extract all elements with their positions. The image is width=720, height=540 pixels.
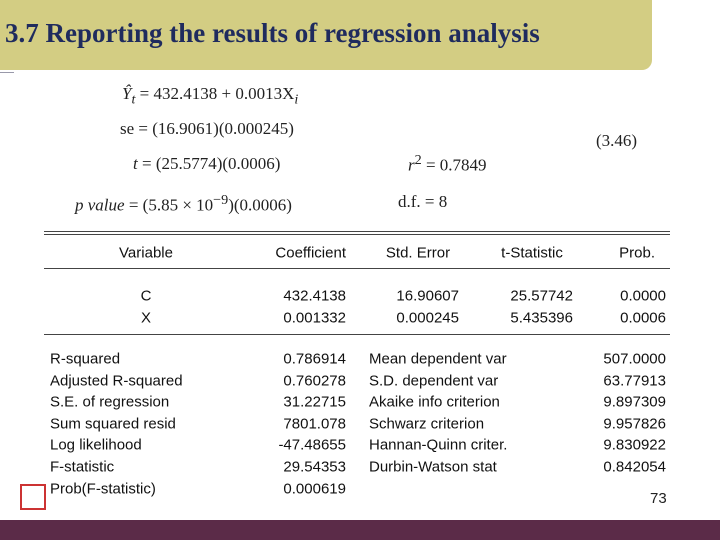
stat-cell: Durbin-Watson stat (369, 458, 497, 476)
regression-table: Variable Coefficient Std. Error t-Statistic… (44, 226, 670, 497)
table-cell: 25.57742 (510, 287, 573, 305)
table-cell: C (140, 287, 152, 305)
column-header: Coefficient (275, 244, 346, 262)
stat-cell: 0.842054 (603, 458, 666, 476)
stat-cell: 31.22715 (283, 393, 346, 411)
equation: t = (25.5774)(0.0006) (133, 154, 281, 173)
column-header: Std. Error (385, 244, 451, 262)
stat-cell: 0.760278 (283, 372, 346, 390)
table-cell: 0.001332 (283, 309, 346, 327)
stat-cell: Schwarz criterion (369, 415, 485, 433)
column-header: Prob. (619, 244, 655, 262)
equation: Ŷt = 432.4138 + 0.0013Xi (122, 84, 299, 108)
stat-cell: Mean dependent var (369, 350, 507, 368)
stat-cell: 29.54353 (283, 458, 346, 476)
rule (44, 231, 670, 232)
footer-bar (0, 520, 720, 540)
stat-cell: R-squared (50, 350, 121, 368)
stat-cell: Akaike info criterion (369, 393, 500, 411)
stat-cell: 0.000619 (283, 480, 346, 497)
stat-cell: Prob(F-statistic) (50, 480, 156, 497)
stat-cell: 9.830922 (603, 436, 666, 454)
equation-number: (3.46) (596, 131, 638, 150)
table-cell: 5.435396 (510, 309, 573, 327)
rule (44, 234, 670, 235)
page-number: 73 (650, 490, 667, 507)
stat-cell: 9.897309 (603, 393, 666, 411)
stat-cell: 9.957826 (603, 415, 666, 433)
stat-cell: 507.0000 (603, 350, 666, 368)
stat-cell: Hannan-Quinn criter. (369, 436, 508, 454)
decor (0, 72, 14, 73)
stat-cell: 0.786914 (283, 350, 346, 368)
stat-cell: S.D. dependent var (369, 372, 499, 390)
stat-cell: -47.48655 (278, 436, 346, 454)
equation: se = (16.9061)(0.000245) (120, 119, 294, 138)
table-cell: 0.000245 (396, 309, 459, 327)
stat-cell: 63.77913 (603, 372, 666, 390)
stat-cell: 7801.078 (283, 415, 346, 433)
rule (44, 334, 670, 335)
title-bar: 3.7 Reporting the results of regression … (0, 0, 652, 70)
stat-cell: F-statistic (50, 458, 115, 476)
title: 3.7 Reporting the results of regression … (5, 18, 540, 48)
logo (20, 484, 46, 510)
column-header: t-Statistic (501, 244, 563, 262)
rule (44, 268, 670, 269)
stat-cell: Log likelihood (50, 436, 142, 454)
table-cell: 16.90607 (396, 287, 459, 305)
table-cell: 0.0000 (620, 287, 666, 305)
table-cell: 0.0006 (620, 309, 666, 327)
table-cell: X (140, 309, 152, 327)
stat-cell: Adjusted R-squared (50, 372, 183, 390)
equation: r2 = 0.7849 (408, 152, 487, 175)
stat-cell: S.E. of regression (50, 393, 170, 411)
table-cell: 432.4138 (283, 287, 346, 305)
column-header: Variable (119, 244, 173, 262)
stat-cell: Sum squared resid (50, 415, 176, 433)
equation: d.f. = 8 (398, 192, 448, 211)
equation: p value = (5.85 × 10−9)(0.0006) (75, 192, 292, 215)
